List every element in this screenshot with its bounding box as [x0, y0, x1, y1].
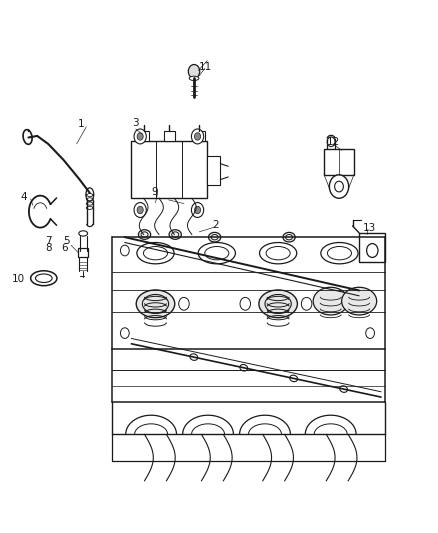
- Ellipse shape: [190, 354, 198, 360]
- Circle shape: [366, 245, 374, 256]
- Circle shape: [366, 328, 374, 338]
- Text: 3: 3: [132, 118, 139, 127]
- Bar: [359, 233, 385, 262]
- Text: 13: 13: [363, 223, 376, 232]
- Text: 9: 9: [151, 187, 158, 197]
- Circle shape: [120, 245, 129, 256]
- Bar: [131, 141, 207, 198]
- Ellipse shape: [136, 290, 175, 318]
- Text: 5: 5: [63, 237, 70, 246]
- Circle shape: [134, 129, 146, 144]
- Ellipse shape: [240, 365, 247, 371]
- Bar: [324, 149, 354, 175]
- Text: 10: 10: [12, 274, 25, 284]
- Bar: [78, 248, 88, 257]
- Ellipse shape: [23, 130, 32, 144]
- Text: 4: 4: [21, 192, 28, 202]
- Circle shape: [137, 206, 143, 214]
- Ellipse shape: [138, 230, 151, 239]
- Text: 6: 6: [61, 244, 68, 253]
- Circle shape: [191, 129, 204, 144]
- Text: 2: 2: [212, 220, 219, 230]
- Circle shape: [191, 203, 204, 217]
- Ellipse shape: [86, 188, 94, 201]
- Bar: [138, 131, 149, 141]
- Circle shape: [188, 64, 200, 78]
- Circle shape: [134, 203, 146, 217]
- Circle shape: [194, 133, 201, 140]
- Ellipse shape: [290, 375, 297, 382]
- Text: 1: 1: [78, 119, 85, 128]
- Text: 7: 7: [45, 237, 52, 246]
- Ellipse shape: [342, 287, 377, 315]
- Ellipse shape: [189, 76, 199, 80]
- Circle shape: [329, 175, 349, 198]
- Ellipse shape: [283, 232, 295, 242]
- Bar: [163, 131, 174, 141]
- Circle shape: [194, 206, 201, 214]
- Ellipse shape: [259, 290, 297, 318]
- Bar: [207, 156, 220, 185]
- Ellipse shape: [340, 386, 347, 392]
- Circle shape: [137, 133, 143, 140]
- Ellipse shape: [313, 287, 348, 315]
- Ellipse shape: [169, 230, 181, 239]
- Bar: [194, 131, 205, 141]
- Text: 12: 12: [327, 138, 340, 147]
- Circle shape: [327, 137, 335, 147]
- Text: 11: 11: [198, 62, 212, 71]
- Ellipse shape: [79, 231, 88, 236]
- Ellipse shape: [208, 232, 221, 242]
- Circle shape: [120, 328, 129, 338]
- Text: 8: 8: [45, 244, 52, 253]
